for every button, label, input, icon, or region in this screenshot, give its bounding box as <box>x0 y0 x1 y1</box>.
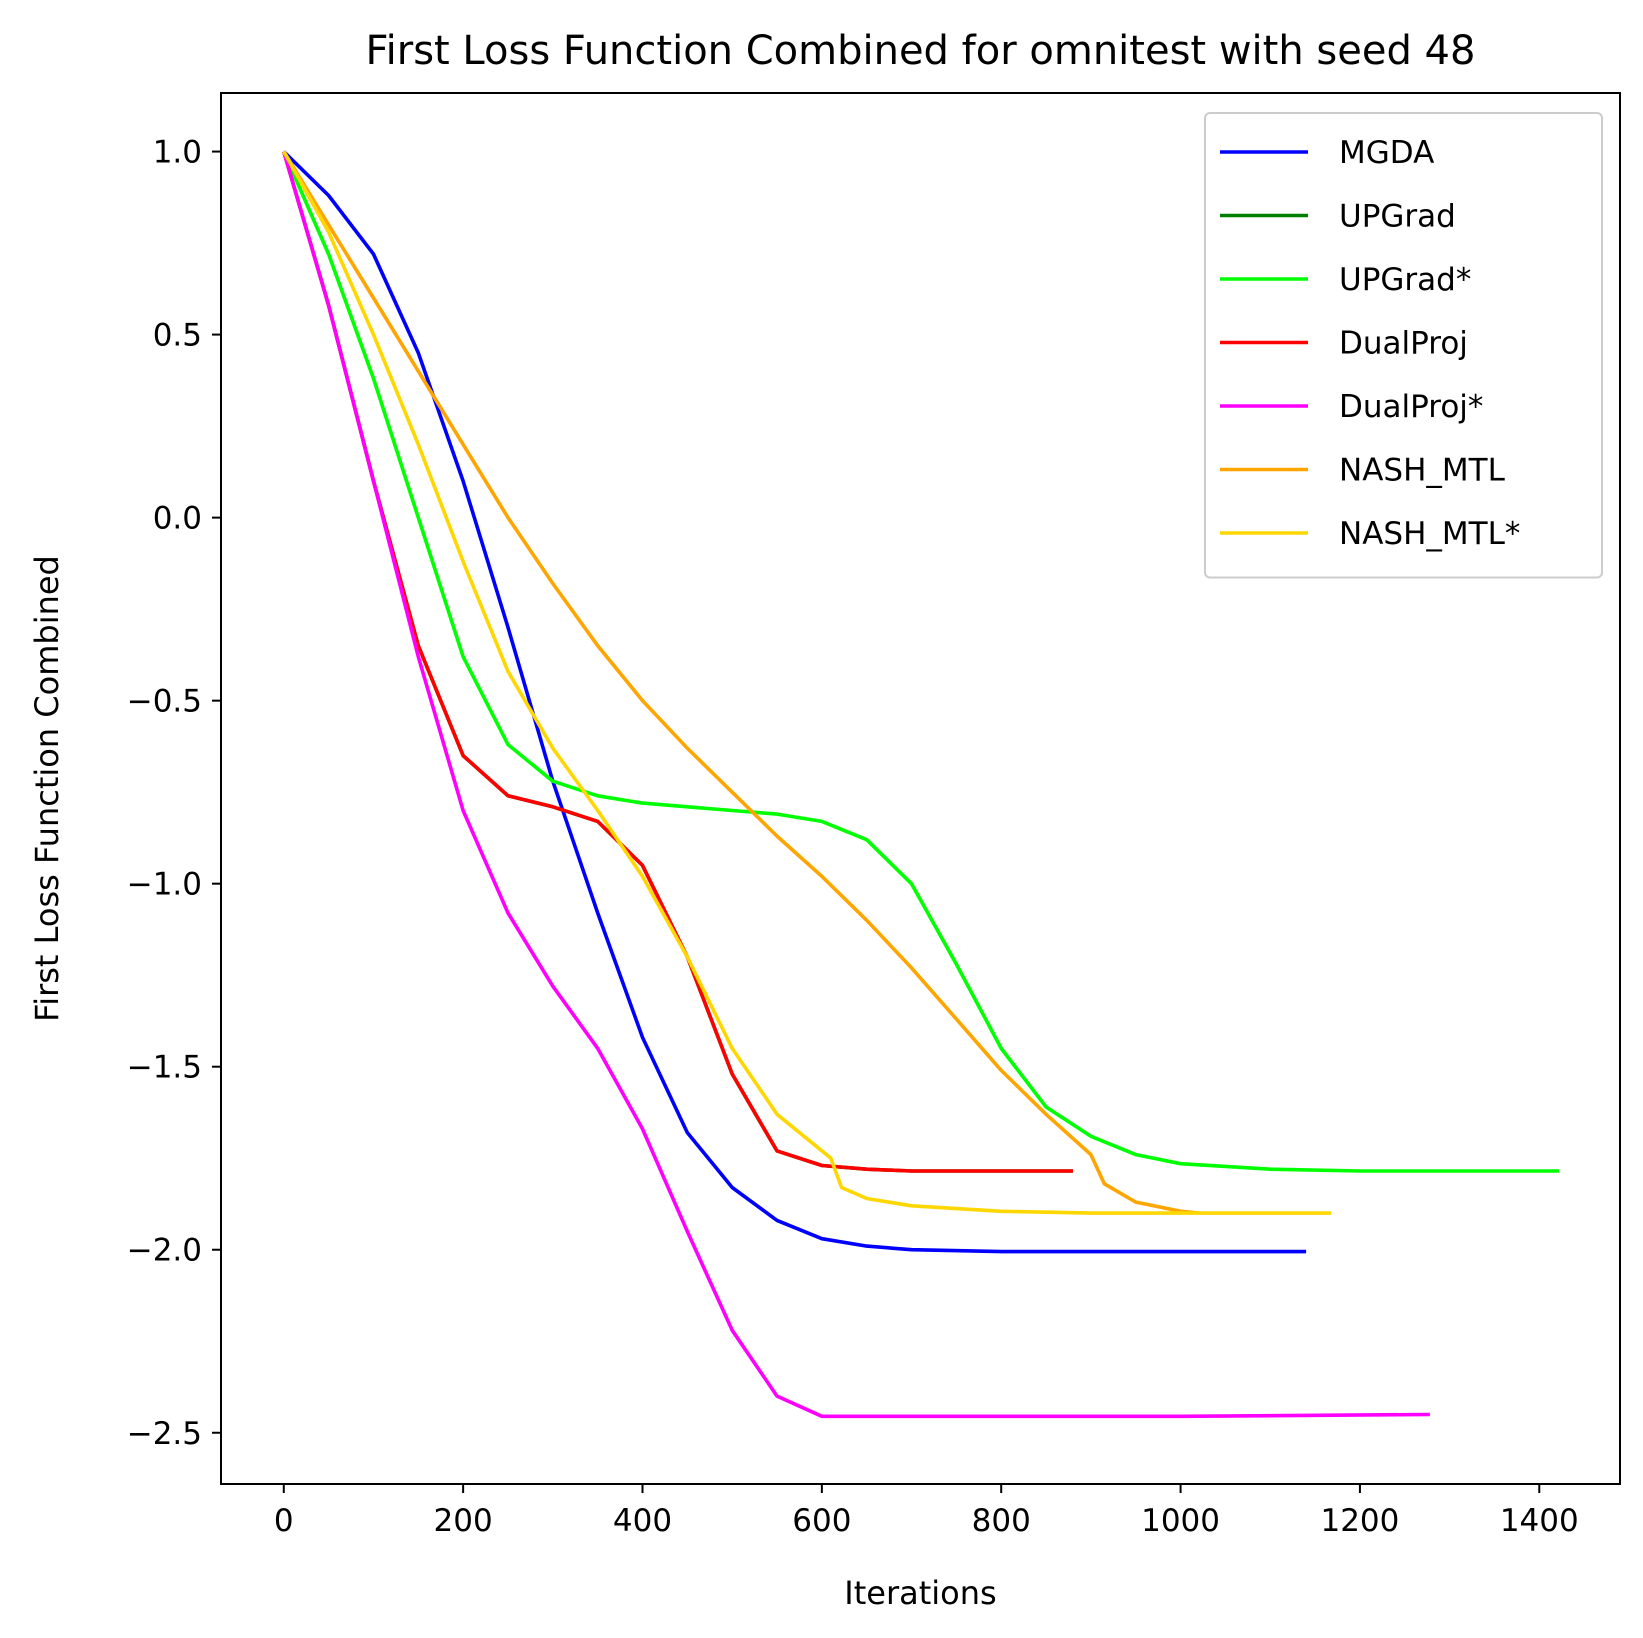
y-tick-label: −2.5 <box>127 1416 202 1452</box>
series-lines <box>282 150 1559 1419</box>
legend-label: MGDA <box>1339 135 1434 171</box>
chart-title: First Loss Function Combined for omnites… <box>366 28 1476 74</box>
x-tick-label: 0 <box>274 1503 294 1539</box>
series-line-nash-mtl <box>282 150 1199 1215</box>
x-tick-label: 800 <box>972 1503 1031 1539</box>
legend-label: UPGrad* <box>1339 262 1471 298</box>
y-tick-label: 0.0 <box>153 501 202 537</box>
x-tick-label: 600 <box>792 1503 851 1539</box>
legend-label: DualProj* <box>1339 389 1483 425</box>
series-line-mgda <box>282 150 1307 1254</box>
x-axis-ticks: 0 200 400 600 800 1000 1200 1400 <box>274 1484 1579 1539</box>
x-tick-label: 1400 <box>1500 1503 1579 1539</box>
legend-label: NASH_MTL <box>1339 453 1506 489</box>
y-axis-ticks: 1.0 0.5 0.0 −0.5 −1.0 −1.5 −2.0 −2.5 <box>127 135 221 1452</box>
y-axis-label: First Loss Function Combined <box>28 555 66 1022</box>
series-line-upgrad- <box>282 150 1559 1173</box>
y-tick-label: −0.5 <box>127 684 202 720</box>
x-tick-label: 200 <box>434 1503 493 1539</box>
y-tick-label: 1.0 <box>153 135 202 171</box>
x-axis-label: Iterations <box>844 1574 996 1612</box>
legend-box <box>1204 112 1603 579</box>
series-line-dualproj- <box>282 151 1430 1419</box>
y-tick-label: −2.0 <box>127 1233 202 1269</box>
x-tick-label: 400 <box>613 1503 672 1539</box>
legend: MGDA UPGrad UPGrad* DualProj DualProj* NASH_M… <box>1204 112 1603 579</box>
x-tick-label: 1000 <box>1141 1503 1220 1539</box>
y-tick-label: −1.0 <box>127 867 202 903</box>
y-tick-label: 0.5 <box>153 318 202 354</box>
legend-label: UPGrad <box>1339 199 1456 235</box>
plot-frame <box>220 92 1621 1485</box>
x-tick-label: 1200 <box>1320 1503 1399 1539</box>
legend-label: DualProj <box>1339 326 1468 362</box>
series-line-dualproj <box>282 151 1073 1173</box>
legend-label: NASH_MTL* <box>1339 516 1520 552</box>
series-line-nash-mtl- <box>282 150 1332 1215</box>
y-tick-label: −1.5 <box>127 1050 202 1086</box>
